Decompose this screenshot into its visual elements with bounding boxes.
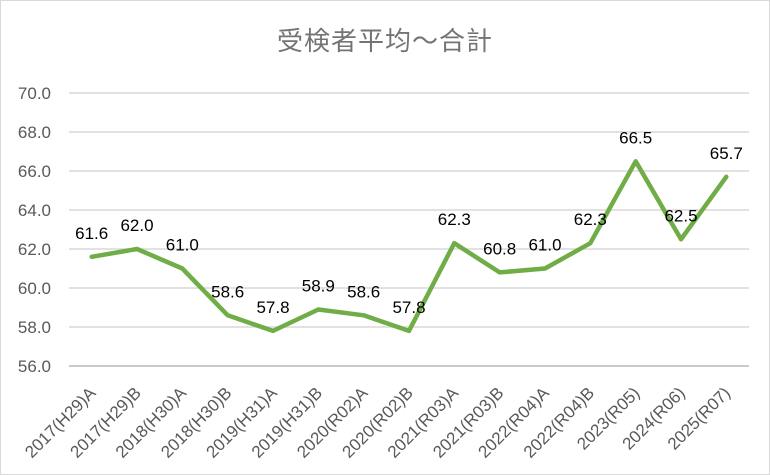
- y-axis-tick-label: 62.0: [18, 240, 51, 259]
- data-label: 57.8: [256, 298, 289, 317]
- data-label: 66.5: [619, 128, 652, 147]
- data-label: 58.6: [211, 282, 244, 301]
- data-label: 61.6: [75, 224, 108, 243]
- data-label: 57.8: [392, 298, 425, 317]
- data-label: 62.3: [574, 210, 607, 229]
- chart-title: 受検者平均～合計: [276, 26, 493, 56]
- data-label: 60.8: [483, 239, 516, 258]
- y-axis-tick-label: 58.0: [18, 318, 51, 337]
- data-label: 61.0: [166, 236, 199, 255]
- y-axis-tick-label: 64.0: [18, 201, 51, 220]
- y-axis-tick-label: 66.0: [18, 162, 51, 181]
- data-label: 62.5: [664, 206, 697, 225]
- series-line: [89, 159, 729, 334]
- y-axis-tick-label: 70.0: [18, 84, 51, 103]
- data-label: 65.7: [710, 144, 743, 163]
- data-label: 62.0: [120, 216, 153, 235]
- y-axis-tick-label: 56.0: [18, 357, 51, 376]
- data-label: 58.6: [347, 282, 380, 301]
- data-label: 62.3: [438, 210, 471, 229]
- y-axis-tick-label: 60.0: [18, 279, 51, 298]
- data-label: 58.9: [302, 277, 335, 296]
- data-label: 61.0: [528, 236, 561, 255]
- y-axis-tick-label: 68.0: [18, 123, 51, 142]
